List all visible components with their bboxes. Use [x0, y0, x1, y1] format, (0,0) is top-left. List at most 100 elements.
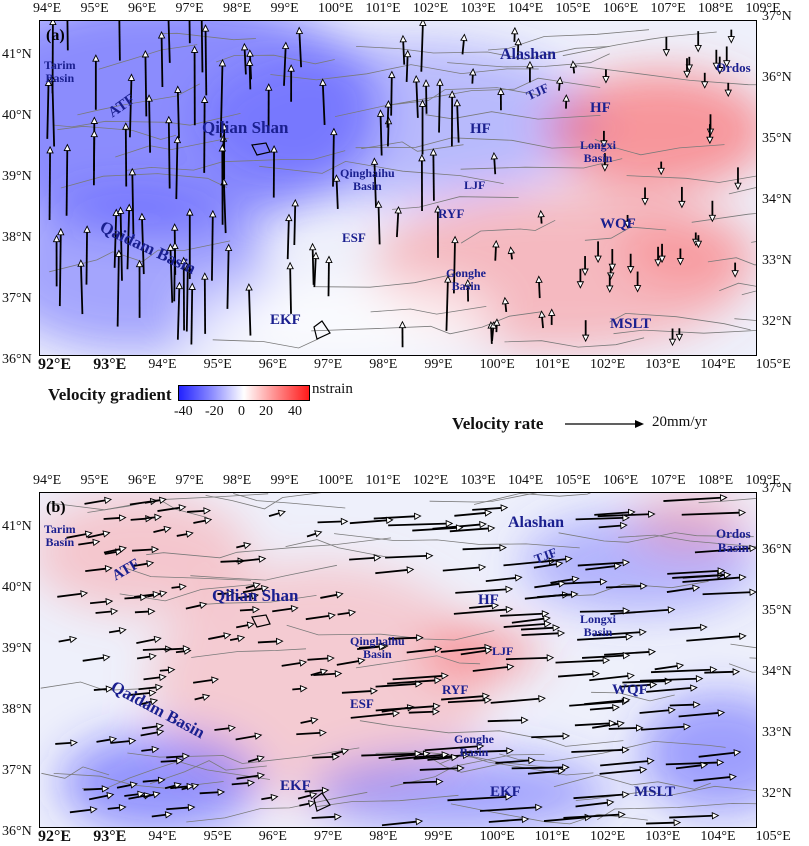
gps-vector — [119, 213, 123, 281]
gps-vector — [337, 611, 350, 616]
gps-vector — [503, 623, 545, 628]
top-lon-tick: 105°E — [555, 473, 591, 488]
left-lat-tick: 38°N — [2, 702, 32, 717]
top-lon-tick: 109°E — [745, 473, 781, 488]
gps-vector — [361, 752, 416, 757]
gps-vector-head — [722, 60, 731, 68]
gps-vector — [160, 37, 164, 88]
gps-vector-head — [204, 517, 213, 525]
gps-vector-head — [277, 509, 286, 517]
gps-vector-head — [648, 648, 657, 656]
gps-vector — [403, 780, 437, 784]
gps-vector-head — [622, 558, 631, 567]
gps-vector-head — [246, 49, 254, 57]
gps-vector-head — [201, 272, 209, 280]
gps-vector-head — [506, 663, 515, 671]
gps-vector — [639, 677, 697, 682]
gps-vector — [144, 56, 148, 117]
gps-vector — [386, 107, 390, 128]
gps-vector — [190, 289, 194, 345]
gps-vector-head — [491, 602, 500, 610]
label-ljf: LJF — [492, 644, 514, 658]
gps-vector-head — [648, 510, 656, 518]
label-ryf: RYF — [438, 206, 465, 221]
gps-vector — [257, 640, 277, 644]
gps-vector-head — [147, 607, 156, 616]
gps-vector-head — [668, 706, 676, 715]
gps-vector-head — [418, 153, 426, 162]
gps-vector-head — [514, 37, 522, 46]
gps-vector-head — [251, 592, 259, 600]
gps-vector-head — [626, 266, 635, 274]
gps-vector — [313, 672, 336, 677]
gps-vector-head — [727, 36, 736, 44]
gps-vector-head — [163, 525, 172, 534]
gps-vector — [669, 703, 694, 707]
gps-vector-head — [600, 140, 608, 148]
gps-vector — [57, 592, 82, 598]
gps-vector — [311, 249, 315, 285]
gps-vector — [89, 600, 107, 605]
gps-vector-head — [151, 745, 160, 754]
gps-vector — [46, 85, 50, 139]
gps-vector — [387, 679, 435, 685]
gps-vector — [142, 779, 159, 783]
gps-vector-head — [729, 773, 737, 781]
gps-vector-head — [535, 275, 543, 283]
gps-vector-head — [654, 259, 662, 267]
gps-vector — [377, 207, 381, 245]
gps-vector — [381, 820, 417, 827]
gps-vector-head — [436, 78, 444, 86]
lake-outline — [313, 320, 331, 340]
gps-vector-head — [507, 246, 516, 255]
gps-vector-head — [129, 781, 138, 789]
bottom-lon-tick: 98°E — [369, 357, 398, 372]
gps-vector-head — [618, 810, 626, 819]
gps-vector — [424, 745, 478, 752]
gps-vector — [187, 509, 205, 513]
gps-vector — [500, 612, 543, 617]
gps-vector-head — [557, 629, 566, 638]
gps-vector-head — [668, 338, 677, 347]
gps-vector — [415, 81, 419, 118]
bottom-lon-tick: 97°E — [314, 829, 343, 844]
gps-vector-head — [246, 621, 255, 629]
gps-vector — [116, 256, 120, 327]
top-lon-tick: 102°E — [413, 1, 449, 16]
gps-vector — [313, 258, 317, 288]
top-lon-tick: 103°E — [460, 473, 496, 488]
gps-vector-head — [327, 654, 335, 663]
gps-vector — [310, 671, 322, 677]
top-lon-tick: 108°E — [698, 473, 734, 488]
gps-vector-head — [220, 122, 228, 131]
bottom-lon-tick: 103°E — [645, 357, 681, 372]
top-lon-tick: 96°E — [128, 473, 157, 488]
gps-vector-head — [167, 666, 176, 674]
gps-vector — [447, 795, 506, 802]
gps-vector-head — [667, 606, 676, 614]
gps-vector-head — [613, 562, 622, 570]
gps-vector — [541, 317, 544, 329]
gps-vector — [387, 123, 390, 147]
label-ryf: RYF — [442, 682, 469, 697]
gps-vector — [299, 802, 310, 807]
label-ekf-1: EKF — [280, 778, 311, 794]
gps-vector-head — [625, 633, 634, 641]
gps-vector-head — [151, 545, 160, 554]
gps-vector — [236, 544, 245, 549]
gps-vector-head — [612, 704, 620, 712]
gps-vector — [292, 687, 301, 691]
gps-vector-head — [80, 590, 89, 598]
gps-vector-head — [734, 182, 742, 191]
gps-vector — [305, 614, 330, 621]
label-hf: HF — [478, 592, 499, 608]
right-lat-tick: 35°N — [762, 603, 792, 618]
top-lon-tick: 97°E — [175, 1, 204, 16]
gps-vector — [157, 506, 180, 512]
gps-vector — [577, 636, 627, 641]
gps-vector — [103, 548, 121, 554]
bottom-lon-tick: 93°E — [93, 356, 127, 373]
gps-vector-head — [146, 560, 155, 568]
gps-vector-head — [738, 573, 747, 582]
gps-vector — [531, 735, 564, 739]
